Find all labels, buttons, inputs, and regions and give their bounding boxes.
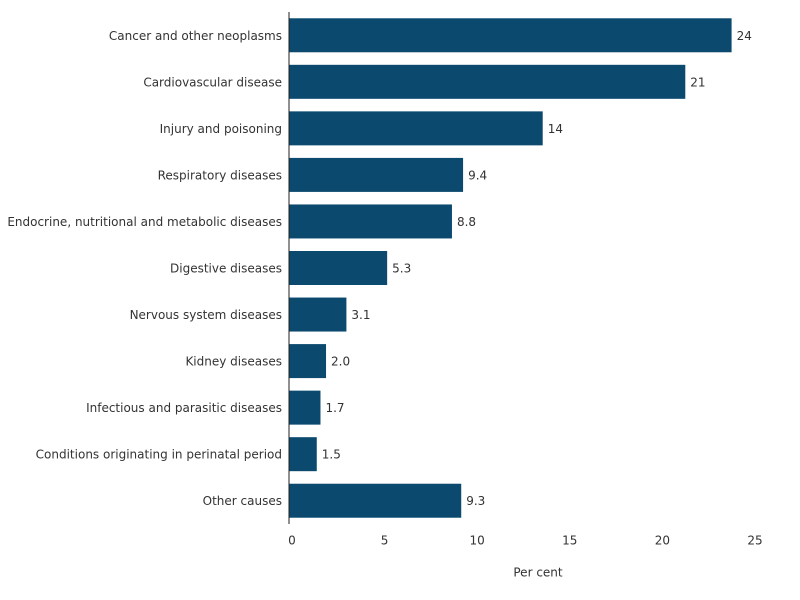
value-label: 14 [548,122,563,136]
value-label: 9.4 [468,168,487,182]
value-label: 8.8 [457,215,476,229]
value-label: 1.5 [322,448,341,462]
bar [289,390,321,425]
bar [289,111,543,146]
value-label: 5.3 [392,262,411,276]
bar [289,437,317,472]
x-tick-label: 25 [747,534,762,548]
x-tick-label: 5 [381,534,389,548]
value-label: 24 [737,29,752,43]
y-tick-label: Nervous system diseases [130,308,282,322]
value-label: 3.1 [351,308,370,322]
bar [289,251,388,285]
y-tick-label: Other causes [203,494,282,508]
y-tick-label: Respiratory diseases [158,168,282,182]
y-tick-label: Kidney diseases [185,355,282,369]
bar [289,483,462,518]
value-label: 2.0 [331,355,350,369]
bar [289,18,732,53]
y-tick-label: Injury and poisoning [160,122,282,136]
x-tick-label: 10 [470,534,485,548]
x-tick-label: 15 [562,534,577,548]
x-axis-label: Per cent [513,566,563,580]
value-label: 21 [690,75,705,89]
bar [289,344,327,379]
bar [289,204,452,239]
y-tick-label: Digestive diseases [170,262,282,276]
value-label: 9.3 [466,494,485,508]
y-tick-label: Conditions originating in perinatal peri… [36,448,282,462]
x-tick-label: 0 [288,534,296,548]
value-label: 1.7 [325,401,344,415]
y-tick-label: Endocrine, nutritional and metabolic dis… [7,215,282,229]
bar [289,297,347,332]
x-tick-label: 20 [655,534,670,548]
y-tick-label: Infectious and parasitic diseases [86,401,282,415]
y-tick-label: Cancer and other neoplasms [109,29,282,43]
bar [289,157,464,192]
y-tick-label: Cardiovascular disease [143,75,282,89]
bar [289,64,686,99]
